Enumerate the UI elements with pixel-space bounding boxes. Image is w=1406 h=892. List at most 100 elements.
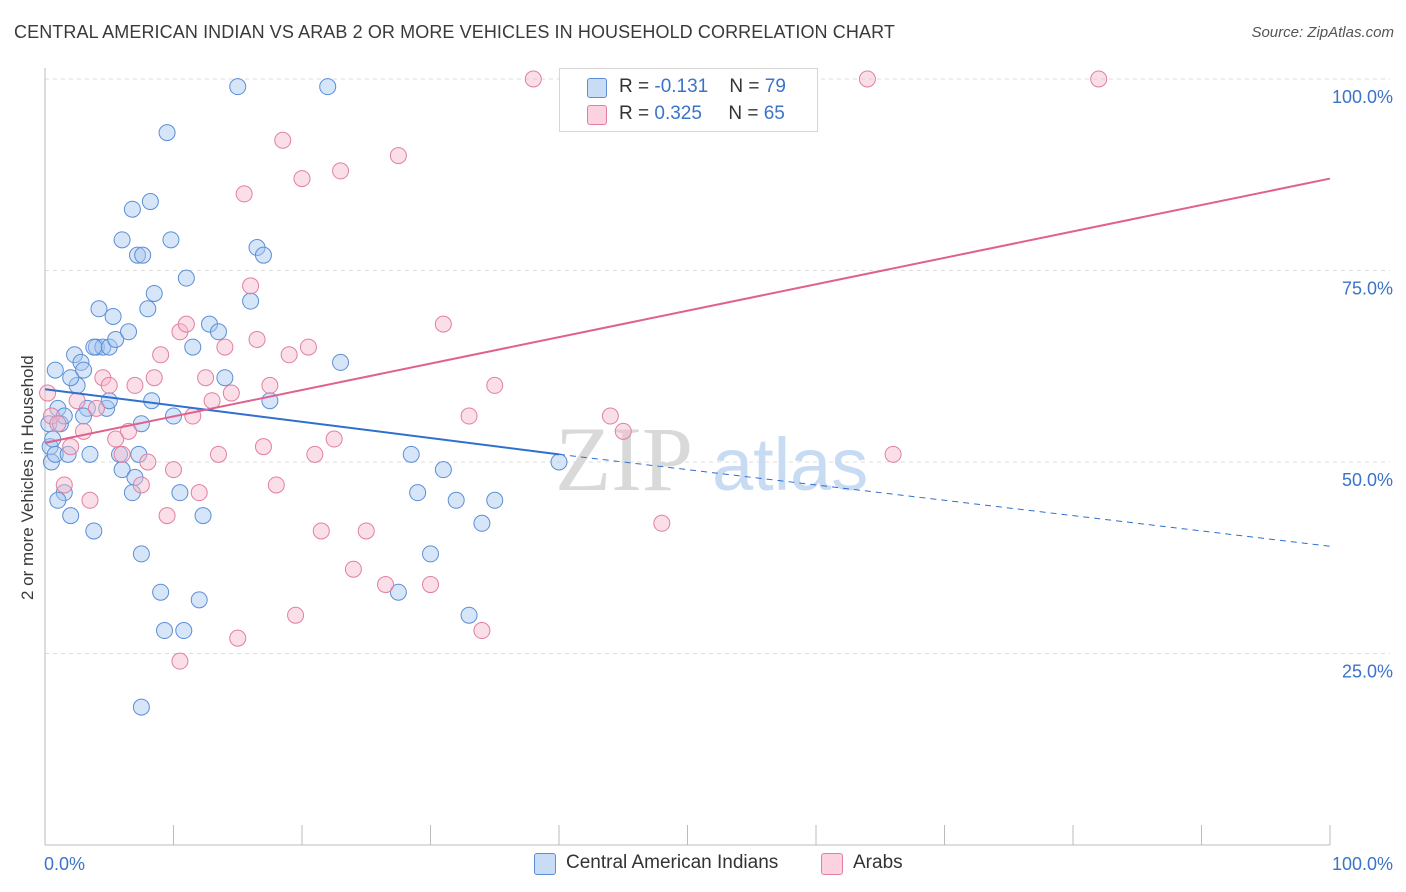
point-central-american bbox=[190, 591, 208, 609]
point-arab bbox=[177, 315, 195, 333]
point-central-american bbox=[44, 430, 62, 448]
point-central-american bbox=[113, 461, 131, 479]
point-central-american bbox=[113, 231, 131, 249]
point-arab bbox=[325, 430, 343, 448]
watermark-zip: ZIP bbox=[555, 408, 693, 510]
point-central-american bbox=[123, 200, 141, 218]
point-arab bbox=[113, 445, 131, 463]
point-arab bbox=[332, 162, 350, 180]
point-central-american bbox=[229, 78, 247, 96]
point-central-american bbox=[49, 491, 67, 509]
correlation-legend: R = -0.131 N = 79 R = 0.325 N = 65 bbox=[559, 68, 818, 132]
point-central-american bbox=[175, 622, 193, 640]
point-arab bbox=[344, 560, 362, 578]
point-arab bbox=[287, 606, 305, 624]
point-arab bbox=[49, 415, 67, 433]
point-arab bbox=[68, 392, 86, 410]
point-central-american bbox=[132, 545, 150, 563]
legend-row-arabs: R = 0.325 N = 65 bbox=[560, 100, 817, 128]
point-central-american bbox=[460, 606, 478, 624]
point-central-american bbox=[62, 369, 80, 387]
x-tick-label: 0.0% bbox=[44, 854, 85, 874]
point-arab bbox=[248, 330, 266, 348]
point-central-american bbox=[143, 392, 161, 410]
point-central-american bbox=[550, 453, 568, 471]
point-central-american bbox=[120, 323, 138, 341]
point-central-american bbox=[209, 323, 227, 341]
point-arab bbox=[884, 445, 902, 463]
point-central-american bbox=[139, 300, 157, 318]
point-arab bbox=[132, 476, 150, 494]
point-central-american bbox=[434, 461, 452, 479]
point-arab bbox=[39, 384, 57, 402]
point-central-american bbox=[254, 246, 272, 264]
point-central-american bbox=[62, 507, 80, 525]
point-central-american bbox=[152, 583, 170, 601]
point-arab bbox=[145, 369, 163, 387]
point-arab bbox=[280, 346, 298, 364]
legend-swatch-pink bbox=[587, 105, 607, 125]
point-central-american bbox=[134, 246, 152, 264]
tick-labels: 100.0% 75.0% 50.0% 25.0% 0.0% 100.0% bbox=[44, 87, 1393, 874]
point-arab bbox=[267, 476, 285, 494]
point-arab bbox=[62, 438, 80, 456]
point-arab bbox=[389, 147, 407, 165]
bottom-legend-swatch-blue bbox=[534, 853, 556, 875]
point-arab bbox=[216, 338, 234, 356]
point-central-american bbox=[46, 445, 64, 463]
point-arab bbox=[209, 445, 227, 463]
point-arab bbox=[261, 376, 279, 394]
point-central-american bbox=[177, 269, 195, 287]
trend-line-extension bbox=[558, 453, 1331, 547]
point-arab bbox=[197, 369, 215, 387]
point-arab bbox=[107, 430, 125, 448]
point-arab bbox=[87, 399, 105, 417]
point-central-american bbox=[194, 507, 212, 525]
point-arab bbox=[299, 338, 317, 356]
x-tick-label: 100.0% bbox=[1332, 854, 1393, 874]
point-central-american bbox=[409, 484, 427, 502]
point-central-american bbox=[141, 193, 159, 211]
point-arab bbox=[653, 514, 671, 532]
y-tick-label: 50.0% bbox=[1342, 470, 1393, 490]
point-arab bbox=[165, 461, 182, 479]
trend-lines bbox=[44, 177, 1331, 547]
point-central-american bbox=[156, 622, 174, 640]
point-central-american bbox=[402, 445, 420, 463]
legend-n-value: 79 bbox=[764, 76, 786, 97]
point-arab bbox=[486, 376, 504, 394]
watermark-atlas: atlas bbox=[712, 423, 868, 506]
point-central-american bbox=[85, 338, 103, 356]
source-label: Source: ZipAtlas.com bbox=[1251, 24, 1394, 41]
point-arab bbox=[81, 491, 99, 509]
point-central-american bbox=[162, 231, 180, 249]
point-central-american bbox=[94, 338, 112, 356]
legend-n-label: N = bbox=[729, 76, 765, 97]
watermark: ZIP atlas bbox=[555, 408, 868, 510]
chart-title: CENTRAL AMERICAN INDIAN VS ARAB 2 OR MOR… bbox=[14, 22, 895, 42]
point-central-american bbox=[81, 445, 99, 463]
point-central-american bbox=[389, 583, 407, 601]
point-arab bbox=[293, 170, 311, 188]
point-arab bbox=[100, 376, 118, 394]
point-arab bbox=[158, 507, 176, 525]
point-central-american bbox=[447, 491, 465, 509]
point-central-american bbox=[319, 78, 337, 96]
point-arab bbox=[524, 70, 542, 88]
point-arab bbox=[222, 384, 240, 402]
y-tick-label: 100.0% bbox=[1332, 87, 1393, 107]
point-central-american bbox=[75, 407, 93, 425]
point-arab bbox=[235, 185, 253, 203]
point-arab bbox=[139, 453, 157, 471]
grid-lines bbox=[45, 78, 1390, 654]
point-arab bbox=[473, 622, 491, 640]
point-central-american bbox=[129, 246, 147, 264]
point-arab bbox=[434, 315, 452, 333]
legend-r-label: R = bbox=[619, 76, 655, 97]
trend-line-arabs bbox=[44, 177, 1331, 444]
trend-line-central-american bbox=[44, 388, 560, 456]
point-arab bbox=[858, 70, 876, 88]
point-central-american bbox=[422, 545, 439, 563]
y-tick-label: 75.0% bbox=[1342, 279, 1393, 299]
